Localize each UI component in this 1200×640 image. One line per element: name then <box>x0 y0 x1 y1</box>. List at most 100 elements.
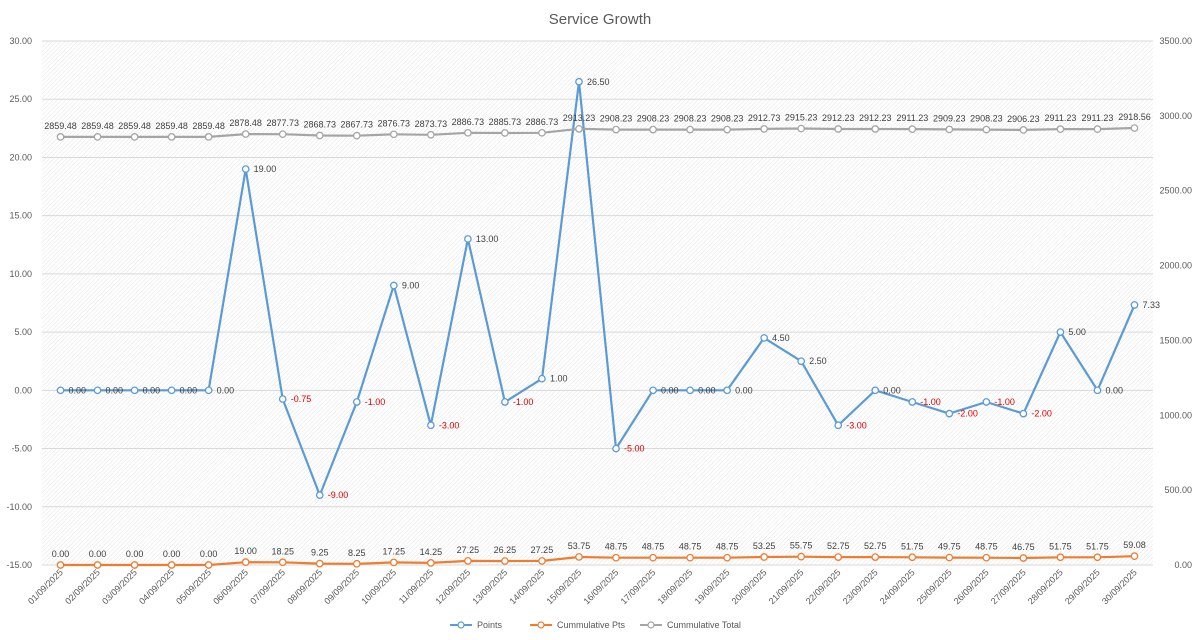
data-label: 59.08 <box>1123 540 1146 550</box>
data-point <box>945 553 954 562</box>
data-point <box>538 557 546 565</box>
left-tick-label: 0.00 <box>14 385 32 395</box>
data-point <box>130 386 139 395</box>
legend-marker <box>457 621 465 629</box>
data-label: -3.00 <box>846 420 867 430</box>
data-point <box>1019 126 1028 134</box>
data-point <box>501 557 509 565</box>
data-label: 2.50 <box>809 356 827 366</box>
data-label: -2.00 <box>1031 409 1052 419</box>
right-tick-label: 3000.00 <box>1159 111 1192 121</box>
left-y-axis: -15.00 -10.00 -5.00 0.00 5.00 10.00 15.00 20.00… <box>6 36 32 570</box>
data-label: 2912.23 <box>822 113 855 123</box>
data-label: 0.00 <box>126 549 144 559</box>
data-label: 0.00 <box>661 385 679 395</box>
data-label: 2859.48 <box>118 121 151 131</box>
series-points <box>56 77 1139 499</box>
data-label: 4.50 <box>772 333 790 343</box>
data-point <box>1056 553 1065 562</box>
data-point <box>1019 554 1028 562</box>
data-point <box>1093 553 1102 562</box>
data-point <box>723 553 731 562</box>
data-label: 48.75 <box>679 542 702 552</box>
data-label: 2908.23 <box>711 114 744 124</box>
data-point <box>1093 125 1102 133</box>
data-point <box>352 559 361 568</box>
data-label: 9.00 <box>402 281 420 291</box>
data-label: 2912.73 <box>748 113 781 123</box>
data-label: 51.75 <box>1049 541 1072 551</box>
left-tick-label: -10.00 <box>6 502 32 512</box>
data-point <box>93 561 102 569</box>
data-label: 2906.23 <box>1007 114 1040 124</box>
data-label: 26.25 <box>494 545 517 555</box>
data-point <box>908 398 917 406</box>
data-point <box>723 125 731 134</box>
data-point <box>575 77 583 86</box>
data-label: 2878.48 <box>229 118 262 128</box>
data-point <box>871 553 880 561</box>
data-point <box>908 553 917 562</box>
data-label: 46.75 <box>1012 542 1035 552</box>
data-point <box>501 129 509 137</box>
data-point <box>56 133 65 141</box>
data-label: 2868.73 <box>303 120 336 130</box>
data-label: -2.00 <box>957 409 978 419</box>
data-point <box>241 558 250 567</box>
chart-title: Service Growth <box>549 11 652 28</box>
data-label: 2877.73 <box>266 118 299 128</box>
right-y-axis: 0.00 500.00 1000.00 1500.00 2000.00 2500.00 30… <box>1159 36 1192 570</box>
data-point <box>501 398 509 406</box>
data-label: 2876.73 <box>378 118 411 128</box>
data-label: 51.75 <box>1086 541 1109 551</box>
data-point <box>871 386 880 395</box>
data-point <box>797 357 806 366</box>
data-point <box>464 235 472 243</box>
data-label: 2859.48 <box>192 121 225 131</box>
data-point <box>204 386 213 395</box>
data-point <box>871 125 880 133</box>
left-tick-label: 10.00 <box>9 269 32 279</box>
data-point <box>686 386 694 395</box>
data-point <box>982 125 991 134</box>
data-label: 5.00 <box>1068 327 1086 337</box>
data-point <box>834 125 843 133</box>
data-point <box>686 553 694 562</box>
left-tick-label: 20.00 <box>9 152 32 162</box>
data-point <box>278 130 287 139</box>
data-label: 2913.23 <box>563 113 596 123</box>
data-label: 2908.23 <box>600 114 633 124</box>
data-point <box>56 386 65 395</box>
data-label: 0.00 <box>883 385 901 395</box>
data-point <box>538 374 546 383</box>
data-label: 0.00 <box>143 385 161 395</box>
data-point <box>315 131 324 140</box>
data-point <box>834 421 843 430</box>
data-point <box>1019 409 1028 418</box>
data-point <box>612 553 620 562</box>
data-label: 2885.73 <box>489 117 522 127</box>
data-label: 2859.48 <box>81 121 114 131</box>
data-label: 14.25 <box>420 547 443 557</box>
data-label: 2859.48 <box>155 121 188 131</box>
data-point <box>649 386 657 395</box>
data-label: 48.75 <box>642 542 665 552</box>
data-label: -9.00 <box>328 490 349 500</box>
data-label: 52.75 <box>864 541 887 551</box>
data-point <box>538 128 546 137</box>
legend-marker <box>647 621 655 629</box>
data-label: 2886.73 <box>526 117 559 127</box>
data-point <box>945 409 954 418</box>
data-label: 2886.73 <box>452 117 485 127</box>
data-point <box>241 130 250 138</box>
data-label: 2912.23 <box>859 113 892 123</box>
data-point <box>723 386 731 395</box>
data-label: 2908.23 <box>674 114 707 124</box>
legend-item-cummulative-total: Cummulative Total <box>640 620 741 630</box>
data-point <box>315 491 324 499</box>
data-label: 19.00 <box>254 164 277 174</box>
data-label: 48.75 <box>716 542 739 552</box>
data-label: 52.75 <box>827 541 850 551</box>
data-label: 53.25 <box>753 541 776 551</box>
data-label: 0.00 <box>89 549 107 559</box>
